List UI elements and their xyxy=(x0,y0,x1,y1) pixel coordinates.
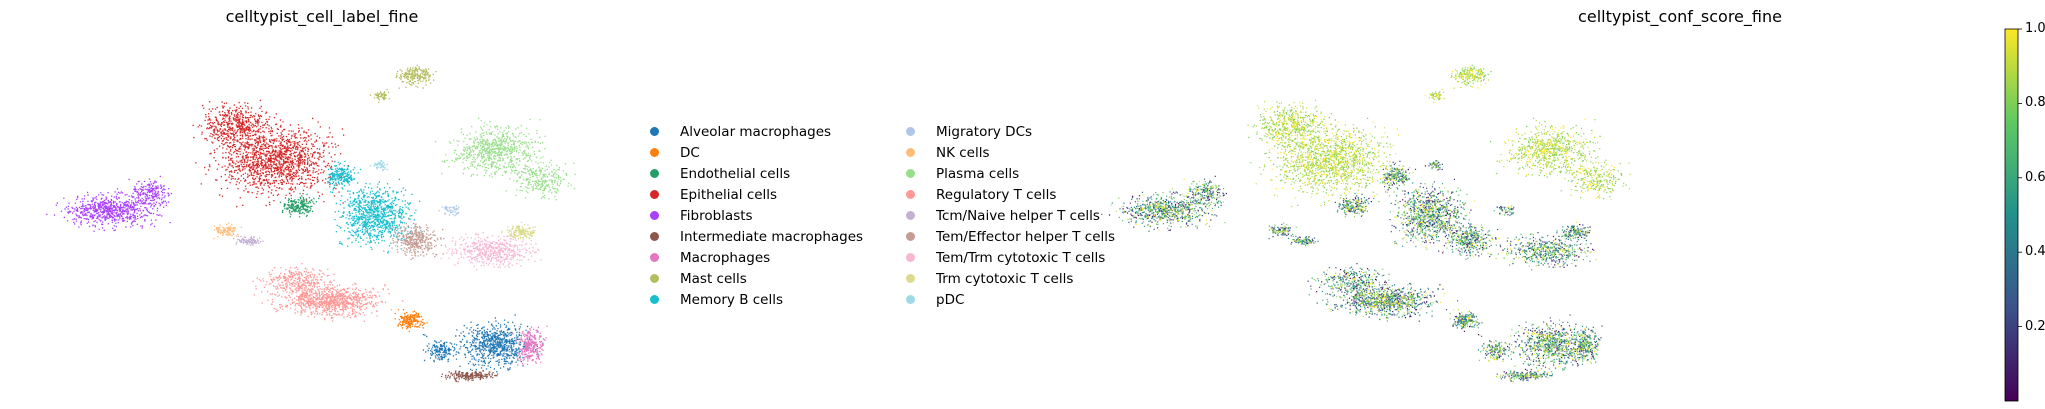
legend-marker xyxy=(906,190,915,199)
cluster-points xyxy=(422,314,544,375)
legend-label: Alveolar macrophages xyxy=(680,123,832,140)
legend-label: Trm cytotoxic T cells xyxy=(936,270,1074,287)
colorbar-tick-label: 0.8 xyxy=(2025,95,2045,111)
legend-marker xyxy=(906,211,915,220)
cluster-points xyxy=(440,369,498,383)
right-panel-title: celltypist_conf_score_fine xyxy=(1578,7,1782,26)
legend-label: Tcm/Naive helper T cells xyxy=(936,207,1100,224)
legend-marker xyxy=(650,274,659,283)
score-points xyxy=(1120,69,1617,380)
legend-label: Regulatory T cells xyxy=(936,186,1057,203)
colorbar-tick-label: 0.2 xyxy=(2025,318,2045,334)
umap-right-points xyxy=(1101,64,1631,383)
legend-item: NK cells xyxy=(906,142,1115,163)
legend-item: Epithelial cells xyxy=(650,184,863,205)
left-panel-title: celltypist_cell_label_fine xyxy=(225,7,419,26)
score-points xyxy=(1118,160,1601,380)
cluster-points xyxy=(369,160,389,171)
cluster-points xyxy=(369,64,437,103)
cluster-points xyxy=(383,218,445,260)
legend-item: Migratory DCs xyxy=(906,121,1115,142)
legend-item: Macrophages xyxy=(650,247,863,268)
legend-label: pDC xyxy=(936,291,965,308)
legend-label: Macrophages xyxy=(680,249,771,266)
legend-item: Trm cytotoxic T cells xyxy=(906,268,1115,289)
legend-label: Intermediate macrophages xyxy=(680,228,864,245)
legend-item: pDC xyxy=(906,289,1115,310)
cluster-points xyxy=(192,99,349,208)
legend-label: NK cells xyxy=(936,144,990,161)
cluster-points xyxy=(325,160,423,254)
legend-item: Endothelial cells xyxy=(650,163,863,184)
legend-item: Intermediate macrophages xyxy=(650,226,863,247)
legend-marker xyxy=(906,274,915,283)
legend-marker xyxy=(650,253,659,262)
cluster-points xyxy=(46,175,173,232)
legend-marker xyxy=(650,232,659,241)
legend-marker xyxy=(650,169,659,178)
cluster-points xyxy=(440,230,542,271)
legend-label: Endothelial cells xyxy=(680,165,791,182)
colorbar-tick-label: 1.0 xyxy=(2025,21,2045,36)
legend-marker xyxy=(650,127,659,136)
legend-label: Memory B cells xyxy=(680,291,784,308)
legend-label: Plasma cells xyxy=(936,165,1020,182)
legend-item: Tem/Effector helper T cells xyxy=(906,226,1115,247)
colorbar xyxy=(2004,28,2019,402)
legend-item: Plasma cells xyxy=(906,163,1115,184)
legend-marker xyxy=(906,169,915,178)
legend-label: Fibroblasts xyxy=(680,207,753,224)
legend-item: Fibroblasts xyxy=(650,205,863,226)
legend-label: Tem/Trm cytotoxic T cells xyxy=(936,249,1106,266)
legend-item: Mast cells xyxy=(650,268,863,289)
legend-label: Mast cells xyxy=(680,270,747,287)
legend-column-2: Migratory DCs NK cells Plasma cells Regulat… xyxy=(906,121,1115,310)
legend-item: Tem/Trm cytotoxic T cells xyxy=(906,247,1115,268)
legend-label: Tem/Effector helper T cells xyxy=(936,228,1116,245)
cluster-points xyxy=(511,325,548,366)
legend-item: Regulatory T cells xyxy=(906,184,1115,205)
cluster-points xyxy=(394,309,428,332)
cluster-points xyxy=(213,222,242,240)
legend-marker xyxy=(906,232,915,241)
colorbar-tick-label: 0.6 xyxy=(2025,169,2045,185)
colorbar-tick-label: 0.4 xyxy=(2025,244,2045,260)
cluster-points xyxy=(233,235,264,246)
umap-left-points xyxy=(46,64,576,383)
score-points xyxy=(1101,160,1603,382)
legend-marker xyxy=(906,253,915,262)
cluster-points xyxy=(252,263,404,322)
legend-marker xyxy=(650,148,659,157)
legend-item: Tcm/Naive helper T cells xyxy=(906,205,1115,226)
cluster-points xyxy=(438,205,460,217)
score-points xyxy=(1110,66,1631,379)
legend-marker xyxy=(906,127,915,136)
legend-marker xyxy=(906,295,915,304)
legend-marker xyxy=(650,211,659,220)
legend-item: DC xyxy=(650,142,863,163)
legend-marker xyxy=(650,190,659,199)
cluster-points xyxy=(501,221,536,242)
legend-column-1: Alveolar macrophages DC Endothelial cells E… xyxy=(650,121,863,310)
legend-item: Alveolar macrophages xyxy=(650,121,863,142)
cluster-points xyxy=(434,117,576,201)
legend-item: Memory B cells xyxy=(650,289,863,310)
cluster-points xyxy=(279,192,320,218)
legend-marker xyxy=(906,148,915,157)
legend-label: DC xyxy=(680,144,700,161)
legend-label: Epithelial cells xyxy=(680,186,778,203)
legend-marker xyxy=(650,295,659,304)
legend-label: Migratory DCs xyxy=(936,123,1033,140)
